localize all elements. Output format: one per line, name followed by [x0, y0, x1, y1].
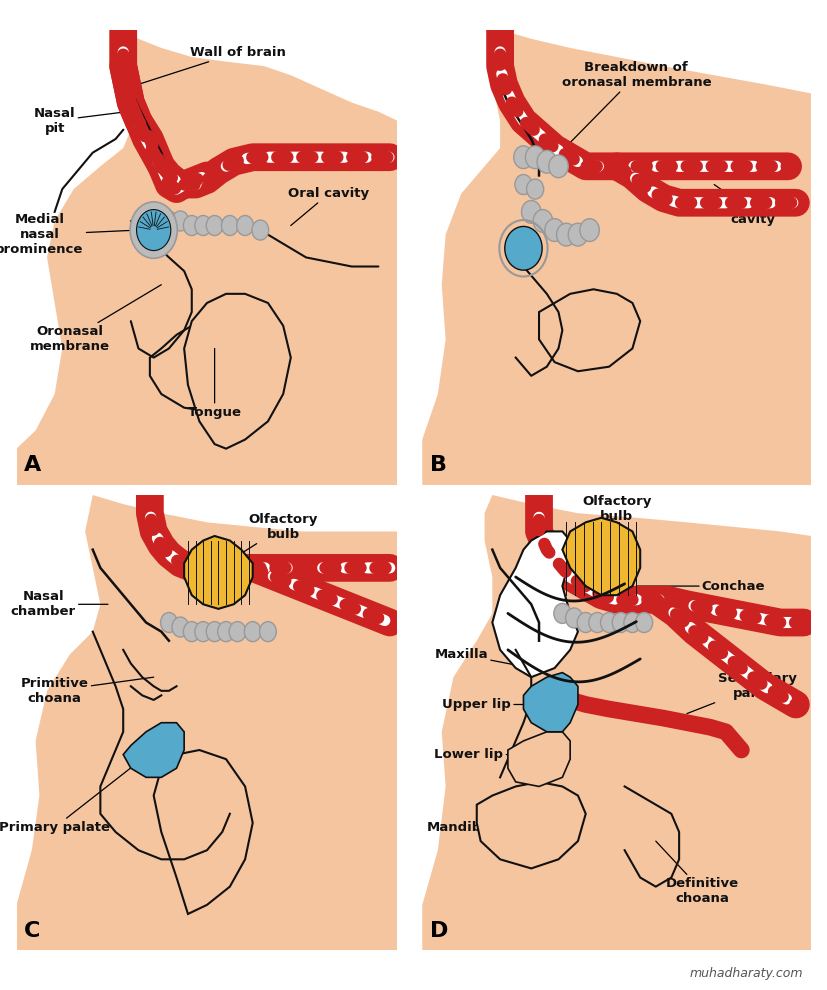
- Text: Olfactory
bulb: Olfactory bulb: [218, 513, 318, 568]
- Circle shape: [588, 613, 605, 633]
- Text: Oral
cavity: Oral cavity: [713, 184, 775, 226]
- Polygon shape: [507, 732, 570, 786]
- Circle shape: [172, 617, 189, 638]
- Circle shape: [565, 608, 582, 628]
- Text: Maxilla: Maxilla: [434, 647, 531, 668]
- Polygon shape: [538, 289, 639, 371]
- Text: Mandible: Mandible: [426, 814, 515, 834]
- Text: Oral cavity: Oral cavity: [288, 187, 369, 226]
- Text: Primitive
choana: Primitive choana: [21, 677, 154, 705]
- Polygon shape: [184, 536, 252, 609]
- Text: Nasal
pit: Nasal pit: [34, 107, 127, 135]
- Polygon shape: [422, 495, 810, 950]
- Polygon shape: [184, 294, 290, 448]
- Polygon shape: [492, 532, 577, 677]
- Circle shape: [504, 227, 542, 270]
- Text: Lower lip: Lower lip: [434, 748, 538, 761]
- Circle shape: [259, 622, 276, 642]
- Circle shape: [514, 174, 532, 195]
- Circle shape: [537, 150, 556, 173]
- Text: A: A: [24, 455, 41, 475]
- Circle shape: [623, 613, 640, 633]
- Circle shape: [237, 216, 253, 236]
- Polygon shape: [154, 750, 252, 914]
- Text: Breakdown of
oronasal membrane: Breakdown of oronasal membrane: [546, 61, 710, 166]
- Text: Conchae: Conchae: [635, 579, 764, 593]
- Text: D: D: [429, 921, 448, 940]
- Circle shape: [544, 219, 564, 242]
- Text: Medial
nasal
prominence: Medial nasal prominence: [0, 213, 138, 256]
- Circle shape: [206, 622, 222, 642]
- Polygon shape: [17, 495, 397, 950]
- Circle shape: [194, 216, 212, 236]
- Circle shape: [579, 219, 599, 242]
- Circle shape: [635, 613, 652, 633]
- Text: Nasal
chamber: Nasal chamber: [11, 590, 108, 619]
- Circle shape: [183, 622, 200, 642]
- Text: Definitive
choana: Definitive choana: [655, 842, 739, 905]
- Circle shape: [251, 220, 269, 241]
- Text: Oronasal
membrane: Oronasal membrane: [30, 285, 161, 353]
- Circle shape: [218, 622, 234, 642]
- Polygon shape: [150, 321, 268, 412]
- Circle shape: [244, 622, 261, 642]
- Circle shape: [600, 613, 617, 633]
- Circle shape: [525, 146, 544, 168]
- Text: muhadharaty.com: muhadharaty.com: [689, 967, 802, 980]
- Polygon shape: [17, 30, 397, 485]
- Circle shape: [206, 216, 222, 236]
- Circle shape: [521, 200, 540, 224]
- Circle shape: [567, 223, 587, 246]
- Text: Primary palate: Primary palate: [0, 750, 154, 834]
- Circle shape: [526, 179, 543, 199]
- Circle shape: [183, 216, 200, 236]
- Text: Olfactory
bulb: Olfactory bulb: [581, 495, 651, 541]
- Circle shape: [611, 613, 629, 633]
- Polygon shape: [523, 672, 577, 732]
- Circle shape: [172, 211, 189, 231]
- Circle shape: [130, 202, 177, 258]
- Circle shape: [553, 603, 571, 624]
- Circle shape: [576, 613, 594, 633]
- Polygon shape: [422, 30, 810, 485]
- Text: B: B: [429, 455, 447, 475]
- Circle shape: [548, 154, 567, 178]
- Polygon shape: [476, 782, 585, 868]
- Text: Upper lip: Upper lip: [442, 698, 550, 711]
- Circle shape: [556, 223, 576, 246]
- Circle shape: [513, 146, 533, 168]
- Circle shape: [136, 210, 170, 250]
- Text: Tongue: Tongue: [188, 348, 241, 419]
- Text: Secondary
palate: Secondary palate: [686, 672, 796, 714]
- Text: Wall of brain: Wall of brain: [138, 46, 285, 84]
- Circle shape: [229, 622, 246, 642]
- Text: C: C: [24, 921, 41, 940]
- Circle shape: [533, 210, 552, 233]
- Circle shape: [221, 216, 238, 236]
- Polygon shape: [562, 518, 639, 595]
- Circle shape: [160, 613, 177, 633]
- Circle shape: [160, 211, 177, 231]
- Polygon shape: [123, 723, 184, 777]
- Circle shape: [194, 622, 212, 642]
